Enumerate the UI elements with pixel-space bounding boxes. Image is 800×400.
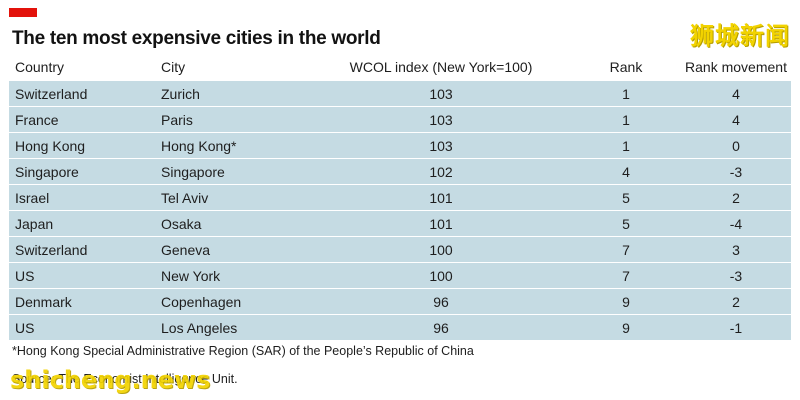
cell-rank-movement: -3 bbox=[681, 262, 791, 289]
cell-rank: 4 bbox=[571, 158, 681, 185]
cell-rank: 7 bbox=[571, 262, 681, 289]
table-row: Japan Osaka 101 5 -4 bbox=[9, 210, 791, 237]
cell-wcol-index: 103 bbox=[311, 80, 571, 107]
accent-bar bbox=[9, 8, 37, 17]
cell-rank: 9 bbox=[571, 314, 681, 340]
cell-rank: 1 bbox=[571, 106, 681, 133]
cell-rank: 1 bbox=[571, 132, 681, 159]
cell-city: Osaka bbox=[161, 210, 311, 237]
cell-rank-movement: 4 bbox=[681, 106, 791, 133]
table-row: Hong Kong Hong Kong* 103 1 0 bbox=[9, 132, 791, 159]
cell-country: Singapore bbox=[9, 158, 161, 185]
table-row: Israel Tel Aviv 101 5 2 bbox=[9, 184, 791, 211]
footnote: *Hong Kong Special Administrative Region… bbox=[12, 344, 474, 358]
cell-country: US bbox=[9, 262, 161, 289]
cities-table: Country City WCOL index (New York=100) R… bbox=[9, 53, 791, 340]
cell-country: Switzerland bbox=[9, 236, 161, 263]
table-header-row: Country City WCOL index (New York=100) R… bbox=[9, 53, 791, 81]
cell-city: New York bbox=[161, 262, 311, 289]
cell-country: Denmark bbox=[9, 288, 161, 315]
cell-city: Geneva bbox=[161, 236, 311, 263]
cell-city: Hong Kong* bbox=[161, 132, 311, 159]
cell-rank-movement: 2 bbox=[681, 184, 791, 211]
source-note: Source: The Economist Intelligence Unit. bbox=[12, 372, 238, 386]
cell-rank-movement: 3 bbox=[681, 236, 791, 263]
cell-city: Zurich bbox=[161, 80, 311, 107]
cell-wcol-index: 100 bbox=[311, 236, 571, 263]
cell-city: Copenhagen bbox=[161, 288, 311, 315]
header-city: City bbox=[161, 53, 311, 81]
cell-rank-movement: -1 bbox=[681, 314, 791, 340]
cell-wcol-index: 96 bbox=[311, 314, 571, 340]
page-title: The ten most expensive cities in the wor… bbox=[12, 28, 381, 49]
cell-city: Los Angeles bbox=[161, 314, 311, 340]
cell-wcol-index: 101 bbox=[311, 210, 571, 237]
cell-country: France bbox=[9, 106, 161, 133]
cell-city: Paris bbox=[161, 106, 311, 133]
cell-rank: 5 bbox=[571, 184, 681, 211]
table-row: Singapore Singapore 102 4 -3 bbox=[9, 158, 791, 185]
cell-country: Israel bbox=[9, 184, 161, 211]
cell-city: Tel Aviv bbox=[161, 184, 311, 211]
cell-rank-movement: 0 bbox=[681, 132, 791, 159]
watermark-logo-bottom: shicheng.news bbox=[10, 366, 211, 394]
cell-rank: 9 bbox=[571, 288, 681, 315]
header-wcol-index: WCOL index (New York=100) bbox=[311, 53, 571, 81]
cell-wcol-index: 102 bbox=[311, 158, 571, 185]
cell-wcol-index: 103 bbox=[311, 132, 571, 159]
cell-country: US bbox=[9, 314, 161, 340]
cell-wcol-index: 103 bbox=[311, 106, 571, 133]
cell-city: Singapore bbox=[161, 158, 311, 185]
watermark-logo-top: 狮城新闻 bbox=[690, 22, 790, 50]
cell-rank: 1 bbox=[571, 80, 681, 107]
cell-wcol-index: 96 bbox=[311, 288, 571, 315]
header-rank: Rank bbox=[571, 53, 681, 81]
header-rank-movement: Rank movement bbox=[681, 53, 791, 81]
cell-rank: 5 bbox=[571, 210, 681, 237]
header-country: Country bbox=[9, 53, 161, 81]
cell-wcol-index: 100 bbox=[311, 262, 571, 289]
table-row: US Los Angeles 96 9 -1 bbox=[9, 314, 791, 340]
cell-wcol-index: 101 bbox=[311, 184, 571, 211]
cell-country: Switzerland bbox=[9, 80, 161, 107]
cell-rank-movement: 4 bbox=[681, 80, 791, 107]
table-row: US New York 100 7 -3 bbox=[9, 262, 791, 289]
table-row: France Paris 103 1 4 bbox=[9, 106, 791, 133]
cell-country: Hong Kong bbox=[9, 132, 161, 159]
table-row: Switzerland Geneva 100 7 3 bbox=[9, 236, 791, 263]
table-row: Switzerland Zurich 103 1 4 bbox=[9, 80, 791, 107]
cell-rank-movement: -3 bbox=[681, 158, 791, 185]
table-row: Denmark Copenhagen 96 9 2 bbox=[9, 288, 791, 315]
cell-rank-movement: 2 bbox=[681, 288, 791, 315]
cell-rank-movement: -4 bbox=[681, 210, 791, 237]
cell-rank: 7 bbox=[571, 236, 681, 263]
cell-country: Japan bbox=[9, 210, 161, 237]
